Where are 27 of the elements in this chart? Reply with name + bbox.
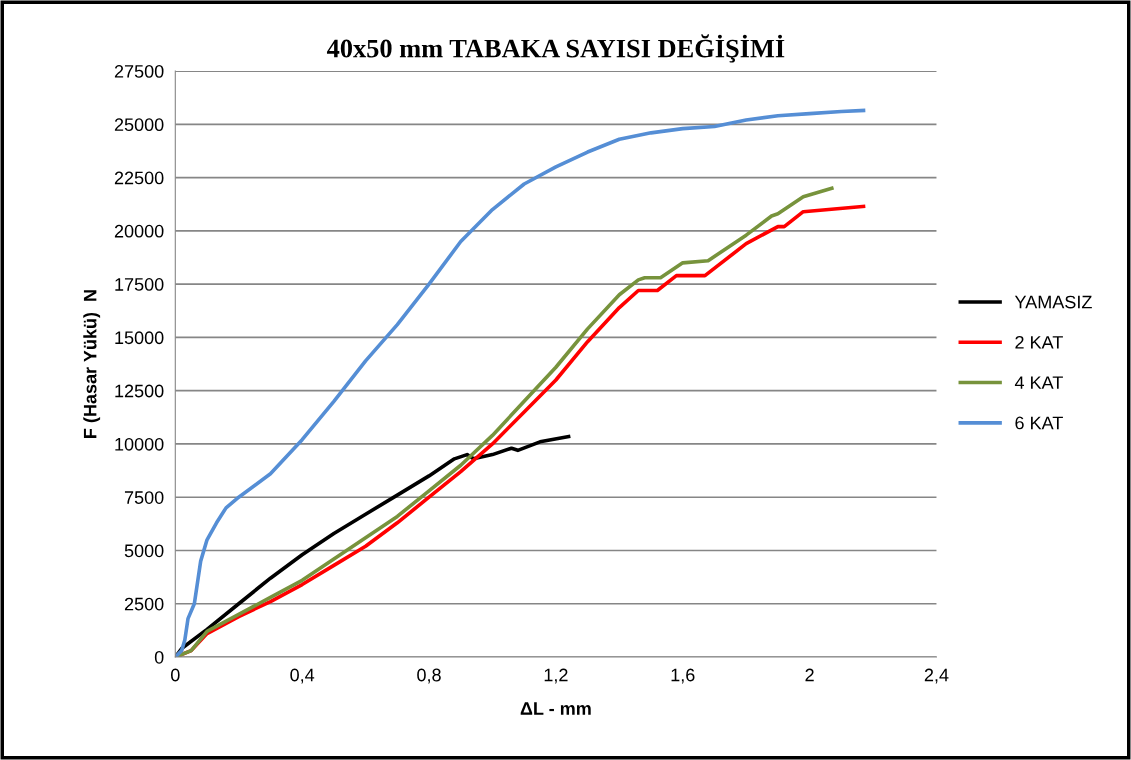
x-tick-label: 0,4 xyxy=(290,668,315,684)
legend-label: 4 KAT xyxy=(1014,376,1063,389)
x-tick-label: 2,4 xyxy=(924,668,949,684)
y-tick-label: 25000 xyxy=(114,118,164,132)
y-tick-label: 20000 xyxy=(114,224,164,238)
y-axis-title: F (Hasar Yükü) N xyxy=(83,290,101,438)
legend-label: 2 KAT xyxy=(1015,335,1063,349)
legend-label: 6 KAT xyxy=(1015,416,1063,430)
x-tick-label: 0 xyxy=(170,668,180,682)
y-tick-label: 7500 xyxy=(124,491,164,504)
y-tick-label: 5000 xyxy=(124,544,164,558)
y-tick-label: 15000 xyxy=(115,331,164,345)
y-tick-label: 0 xyxy=(154,650,164,664)
y-tick-label: 22500 xyxy=(114,171,164,185)
chart-title: 40x50 mm TABAKA SAYISI DEĞİŞİMİ xyxy=(326,34,785,63)
y-tick-label: 10000 xyxy=(115,437,164,451)
x-tick-label: 1,2 xyxy=(544,668,568,684)
y-tick-label: 2500 xyxy=(124,597,164,611)
legend-label: YAMASIZ xyxy=(1014,295,1092,309)
x-axis-title: ΔL - mm xyxy=(520,702,591,715)
y-tick-label: 12500 xyxy=(115,384,164,398)
x-tick-label: 2 xyxy=(805,668,814,682)
y-tick-label: 17500 xyxy=(115,278,164,291)
line-series xyxy=(175,108,866,658)
x-tick-label: 1,6 xyxy=(671,668,695,684)
x-tick-label: 0,8 xyxy=(417,668,441,684)
y-tick-label: 27500 xyxy=(114,64,164,78)
